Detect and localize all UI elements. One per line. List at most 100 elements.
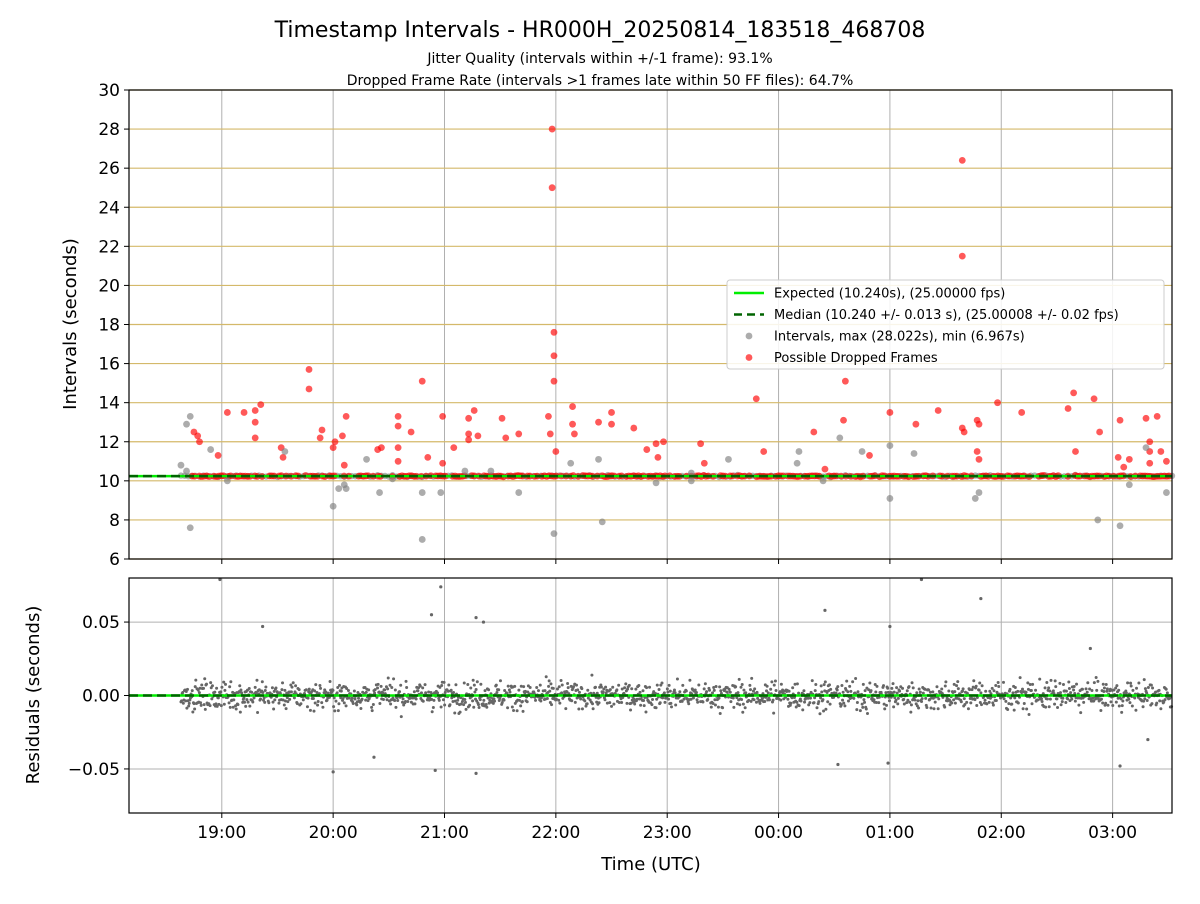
residual-point: [1072, 685, 1076, 689]
residual-point: [416, 689, 420, 693]
residual-point: [901, 686, 905, 690]
dropped-frame-point: [377, 444, 385, 452]
residual-point: [737, 677, 741, 681]
residual-point: [1058, 691, 1062, 695]
residual-point: [735, 696, 739, 700]
top-y-tick-label: 26: [98, 159, 120, 179]
interval-point: [886, 442, 894, 450]
interval-point: [795, 448, 803, 455]
interval-point: [567, 459, 575, 467]
residual-point: [1053, 679, 1057, 683]
residual-point: [522, 685, 526, 689]
residual-point: [282, 703, 286, 707]
residual-point: [892, 705, 896, 709]
interval-point: [183, 420, 190, 428]
residual-point: [987, 700, 991, 704]
legend-label: Expected (10.240s), (25.00000 fps): [774, 287, 1005, 302]
residual-point: [924, 696, 928, 700]
residual-point: [697, 683, 701, 687]
dropped-frame-point: [660, 438, 667, 446]
residual-point: [621, 696, 625, 700]
residual-point: [955, 684, 959, 688]
interval-point: [1163, 489, 1170, 496]
dropped-frame-point: [760, 448, 768, 455]
residual-point: [590, 673, 594, 677]
residual-point: [648, 685, 652, 689]
residual-point: [378, 702, 382, 706]
dropped-frame-point: [958, 156, 966, 164]
residual-point: [376, 686, 380, 690]
residual-point: [711, 701, 715, 705]
residual-point: [572, 685, 576, 689]
residual-point: [1096, 679, 1100, 683]
dropped-frame-point: [1114, 453, 1122, 461]
residual-point: [534, 698, 538, 702]
residual-point: [324, 690, 328, 694]
dropped-frame-point: [975, 455, 983, 463]
residual-point: [476, 703, 480, 707]
residual-point: [1080, 687, 1084, 691]
residual-point: [977, 688, 981, 692]
interval-point: [836, 434, 844, 442]
residual-point: [510, 705, 514, 709]
residual-point: [651, 698, 655, 702]
dropped-frame-point: [1153, 412, 1161, 420]
residual-point: [773, 679, 777, 683]
residual-point: [902, 697, 906, 701]
residual-point: [286, 700, 290, 704]
residual-point: [795, 682, 799, 686]
dropped-frame-point: [1096, 428, 1104, 436]
residual-point: [469, 686, 473, 690]
residual-point: [1027, 712, 1031, 716]
residual-point: [841, 690, 845, 694]
residual-point: [228, 685, 232, 689]
residual-point: [554, 697, 558, 701]
residual-point: [187, 701, 191, 705]
residual-point: [550, 703, 554, 707]
residual-point: [1126, 681, 1130, 685]
residual-point: [519, 684, 523, 688]
residual-point: [432, 698, 436, 702]
residual-point: [580, 687, 584, 691]
chart-title: Timestamp Intervals - HR000H_20250814_18…: [274, 18, 926, 43]
residual-point: [393, 688, 397, 692]
residual-point: [864, 707, 868, 711]
dropped-frame-point: [994, 399, 1001, 407]
residual-point: [1045, 697, 1049, 701]
residual-point: [1146, 737, 1150, 742]
interval-point: [342, 485, 350, 493]
residual-point: [842, 701, 846, 705]
residual-point: [657, 688, 661, 692]
residual-point: [487, 688, 491, 692]
residual-point: [820, 690, 824, 694]
residual-point: [918, 690, 922, 694]
residual-point: [931, 696, 935, 700]
residual-point: [591, 702, 595, 706]
residual-point: [264, 685, 268, 689]
residual-point: [674, 703, 678, 707]
residual-point: [557, 698, 561, 702]
residual-point: [932, 707, 936, 711]
residual-point: [547, 679, 551, 683]
residual-point: [373, 688, 377, 692]
residual-point: [199, 701, 203, 705]
interval-point: [186, 524, 194, 532]
residual-point: [197, 691, 201, 695]
residual-point: [855, 700, 859, 704]
residual-point: [1143, 687, 1147, 691]
residual-point: [1039, 697, 1043, 701]
residual-point: [453, 711, 457, 715]
residual-point: [795, 700, 799, 704]
interval-point: [598, 518, 606, 526]
residual-point: [978, 681, 982, 685]
residual-point: [1159, 707, 1163, 711]
residual-point: [446, 689, 450, 693]
dropped-frame-point: [424, 453, 432, 461]
dropped-frame-point: [595, 418, 602, 426]
residual-point: [1146, 686, 1150, 690]
residual-point: [638, 690, 642, 694]
residual-point: [386, 676, 390, 680]
residual-point: [393, 698, 397, 702]
residual-point: [462, 703, 466, 707]
residual-point: [670, 705, 674, 709]
